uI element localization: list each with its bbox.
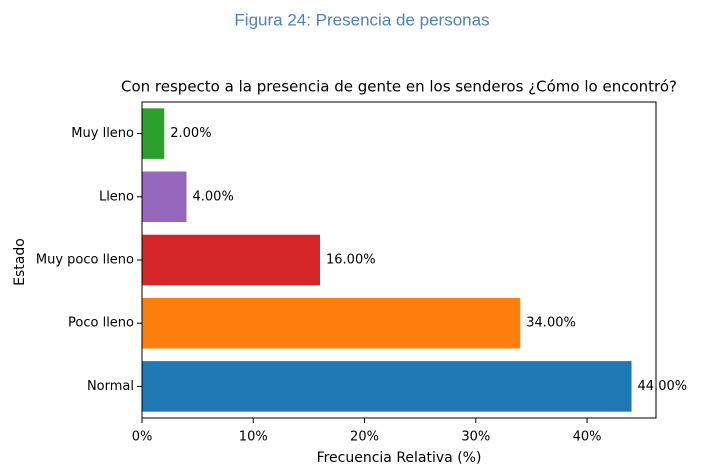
bar: [142, 108, 165, 159]
y-axis-label: Estado: [12, 238, 28, 286]
value-label: 2.00%: [170, 126, 211, 141]
x-axis-label: Frecuencia Relativa (%): [317, 450, 482, 466]
plot-frame: [141, 101, 657, 419]
value-label: 16.00%: [326, 253, 376, 268]
y-tick-label: Muy poco lleno: [36, 253, 134, 268]
y-tick-label: Lleno: [99, 189, 134, 204]
bar: [142, 361, 632, 412]
bar: [142, 297, 521, 349]
x-tick-label: 0%: [132, 430, 153, 445]
x-tick-label: 30%: [461, 430, 490, 445]
value-label: 44.00%: [638, 379, 688, 394]
bar: [142, 171, 187, 223]
x-tick-label: 20%: [350, 430, 379, 445]
y-tick-label: Muy lleno: [71, 126, 134, 141]
y-tick-label: Poco lleno: [68, 316, 134, 331]
chart-title: Con respecto a la presencia de gente en …: [121, 78, 677, 96]
x-tick-label: 40%: [573, 430, 602, 445]
value-label: 4.00%: [193, 189, 234, 204]
x-tick-label: 10%: [239, 430, 268, 445]
bar: [142, 234, 321, 286]
y-tick-label: Normal: [87, 379, 134, 394]
figure-caption: Figura 24: Presencia de personas: [234, 10, 489, 29]
value-label: 34.00%: [526, 316, 576, 331]
